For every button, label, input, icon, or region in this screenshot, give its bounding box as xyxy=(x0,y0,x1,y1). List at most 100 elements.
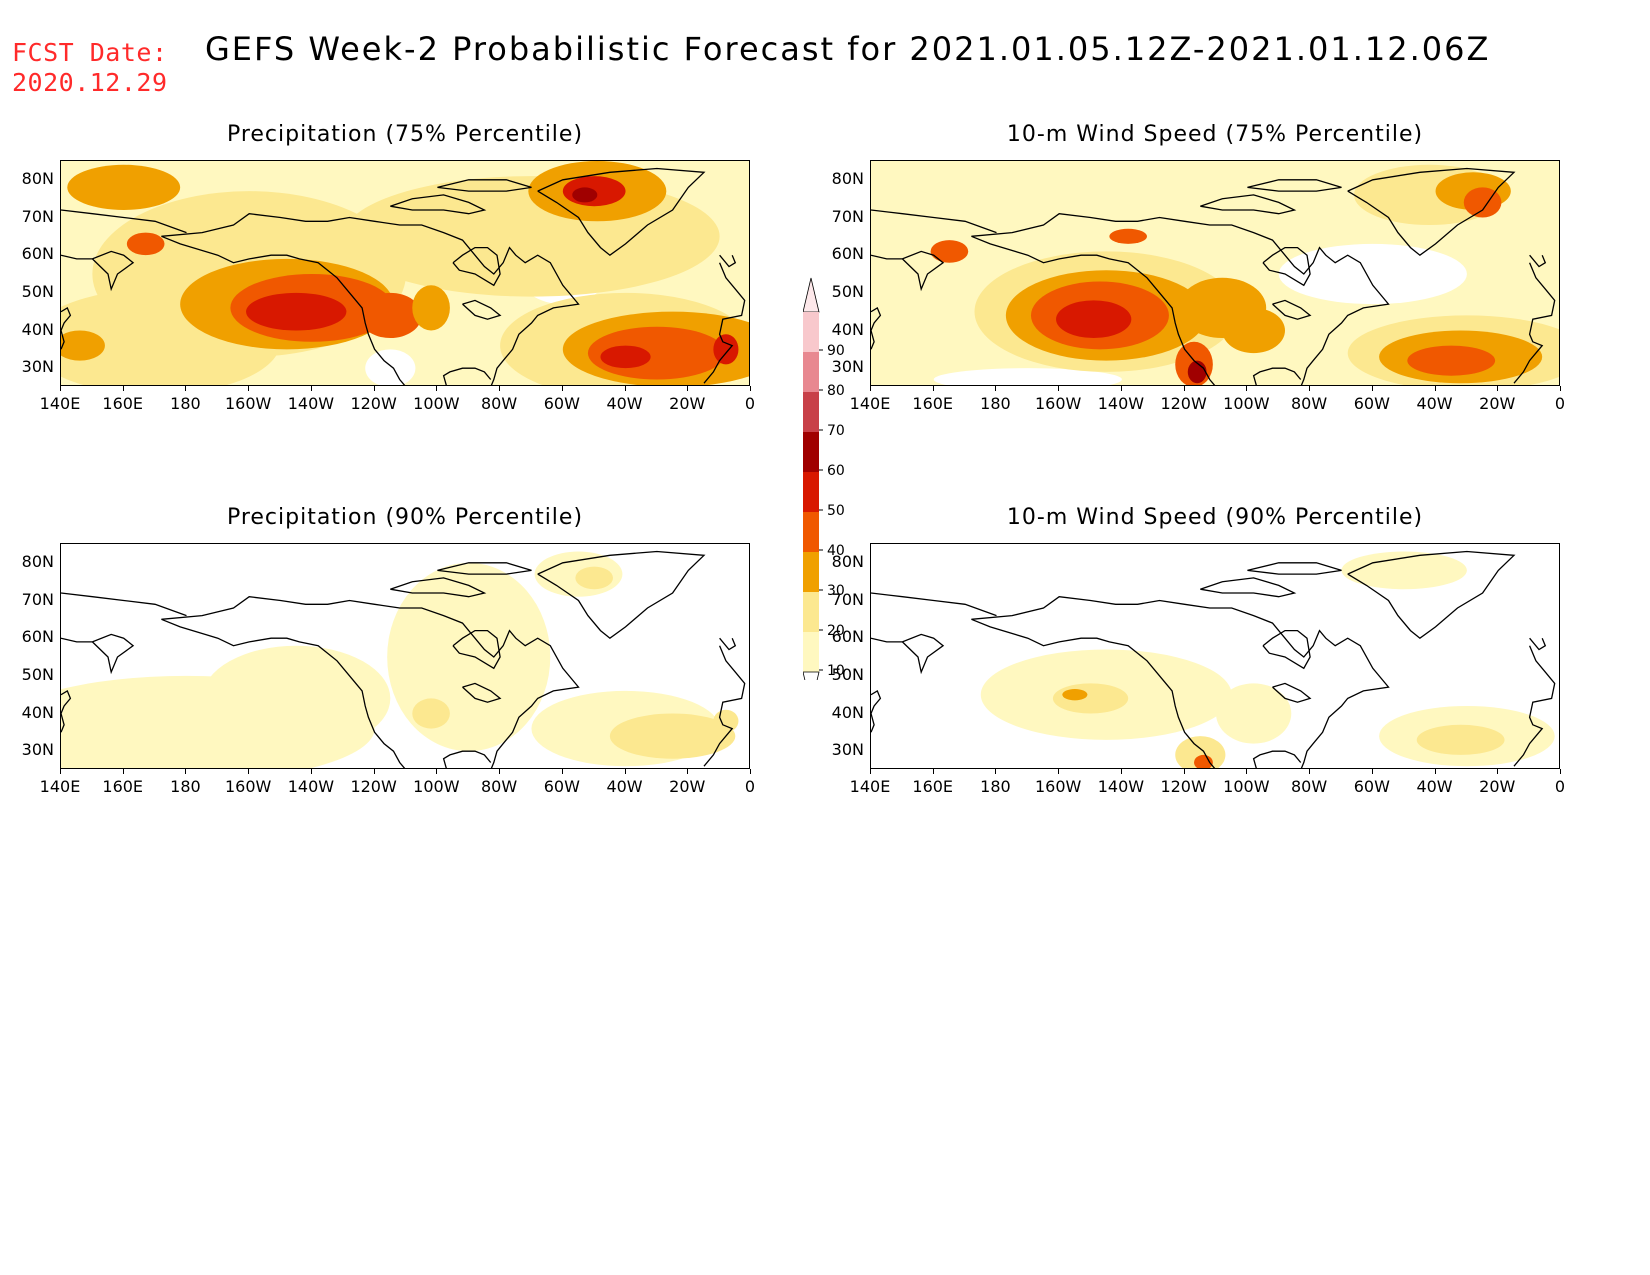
probability-contour xyxy=(1194,754,1213,768)
coastline xyxy=(390,577,487,598)
panel-title: 10-m Wind Speed (90% Percentile) xyxy=(1006,505,1424,530)
coastline xyxy=(161,235,406,385)
coastline xyxy=(871,689,882,733)
lon-tick-label: 80W xyxy=(480,394,518,413)
coastline xyxy=(1247,179,1342,192)
coastline xyxy=(61,689,72,733)
lon-tick xyxy=(1497,769,1499,774)
colorbar-label: 80 xyxy=(827,383,845,399)
lat-tick-label: 60N xyxy=(21,627,54,647)
probability-contour xyxy=(930,240,969,263)
coastline xyxy=(61,209,187,234)
lon-tick xyxy=(248,386,250,391)
forecast-date-value: 2020.12.29 xyxy=(12,68,168,97)
coastline xyxy=(161,596,580,768)
coastline xyxy=(61,250,135,292)
lon-tick-label: 140E xyxy=(849,394,891,413)
probability-contour xyxy=(358,292,422,339)
colorbar-swatch xyxy=(803,592,819,632)
probability-contour xyxy=(1109,228,1147,244)
lon-tick xyxy=(1434,386,1436,391)
map-frame xyxy=(870,160,1560,386)
lon-tick-label: 40W xyxy=(606,394,643,413)
coastline xyxy=(437,562,532,575)
lon-tick-label: 140E xyxy=(39,777,81,796)
lat-tick-label: 50N xyxy=(21,664,54,684)
lon-tick-label: 120W xyxy=(1160,394,1207,413)
coastline xyxy=(719,637,737,651)
colorbar-swatch xyxy=(803,312,819,352)
colorbar-label: 70 xyxy=(827,423,845,439)
lon-tick-label: 60W xyxy=(543,394,580,413)
probability-contour xyxy=(713,709,739,733)
lon-tick xyxy=(185,386,187,391)
probability-contour xyxy=(1216,683,1292,744)
lat-tick-label: 40N xyxy=(831,702,864,722)
lon-tick xyxy=(436,386,438,391)
probability-contour xyxy=(1062,689,1088,701)
coastline xyxy=(1262,629,1311,670)
coastline xyxy=(871,306,882,350)
probability-contour xyxy=(246,292,347,331)
lon-tick xyxy=(1246,386,1248,391)
colorbar-swatch xyxy=(803,552,819,592)
lon-tick xyxy=(870,386,871,391)
lon-tick xyxy=(499,769,501,774)
colorbar-swatch xyxy=(803,392,819,432)
colorbar-bottom-triangle xyxy=(802,671,820,707)
lon-tick-label: 160W xyxy=(1034,777,1082,796)
lon-tick xyxy=(1120,386,1122,391)
lat-tick-label: 60N xyxy=(831,627,864,647)
probability-contour xyxy=(67,164,181,210)
coastline xyxy=(452,629,501,670)
lon-tick-label: 40W xyxy=(1416,394,1453,413)
colorbar-label: 50 xyxy=(827,503,845,519)
lon-tick-label: 140W xyxy=(287,394,335,413)
lon-tick-label: 0 xyxy=(744,777,756,796)
coastline xyxy=(871,250,945,292)
lon-tick-label: 120W xyxy=(350,777,397,796)
forecast-map xyxy=(871,161,1559,385)
coastline xyxy=(1529,254,1547,268)
coastline xyxy=(971,235,1216,385)
coastline xyxy=(1262,246,1311,287)
lon-tick xyxy=(1120,769,1122,774)
lat-tick-label: 40N xyxy=(21,319,54,339)
page-title: GEFS Week-2 Probabilistic Forecast for 2… xyxy=(205,30,1491,68)
coastline xyxy=(437,179,532,192)
colorbar-swatch xyxy=(803,352,819,392)
coastline xyxy=(390,194,487,215)
lat-tick-label: 30N xyxy=(831,357,864,377)
coastline xyxy=(537,167,706,257)
lon-tick-label: 120W xyxy=(1160,777,1207,796)
colorbar-top-triangle xyxy=(802,277,820,313)
coastline xyxy=(61,592,187,617)
coastline xyxy=(1347,167,1516,257)
lon-tick-label: 100W xyxy=(1223,394,1270,413)
forecast-map xyxy=(871,544,1559,768)
panel-title: Precipitation (90% Percentile) xyxy=(226,505,584,530)
coastline xyxy=(1252,367,1302,385)
colorbar-swatch xyxy=(803,432,819,472)
lat-tick-label: 60N xyxy=(831,244,864,264)
lon-tick xyxy=(995,386,997,391)
coastline xyxy=(971,213,1390,385)
probability-contour xyxy=(1222,307,1285,354)
lon-tick xyxy=(1371,769,1373,774)
probability-contour xyxy=(1175,736,1226,768)
lat-tick-label: 40N xyxy=(21,702,54,722)
lon-tick xyxy=(373,769,375,774)
lat-tick-label: 80N xyxy=(831,551,864,571)
lon-tick xyxy=(1497,386,1499,391)
panel-title: 10-m Wind Speed (75% Percentile) xyxy=(1006,122,1424,147)
probability-contour xyxy=(387,562,551,752)
coastline xyxy=(1529,637,1547,651)
lon-tick xyxy=(1058,386,1060,391)
probability-contour xyxy=(575,566,613,590)
lon-tick-label: 80W xyxy=(480,777,518,796)
coastline xyxy=(442,367,492,385)
coastline xyxy=(1200,194,1297,215)
lon-tick xyxy=(624,386,626,391)
lat-tick-label: 50N xyxy=(831,281,864,301)
lon-tick xyxy=(995,769,997,774)
